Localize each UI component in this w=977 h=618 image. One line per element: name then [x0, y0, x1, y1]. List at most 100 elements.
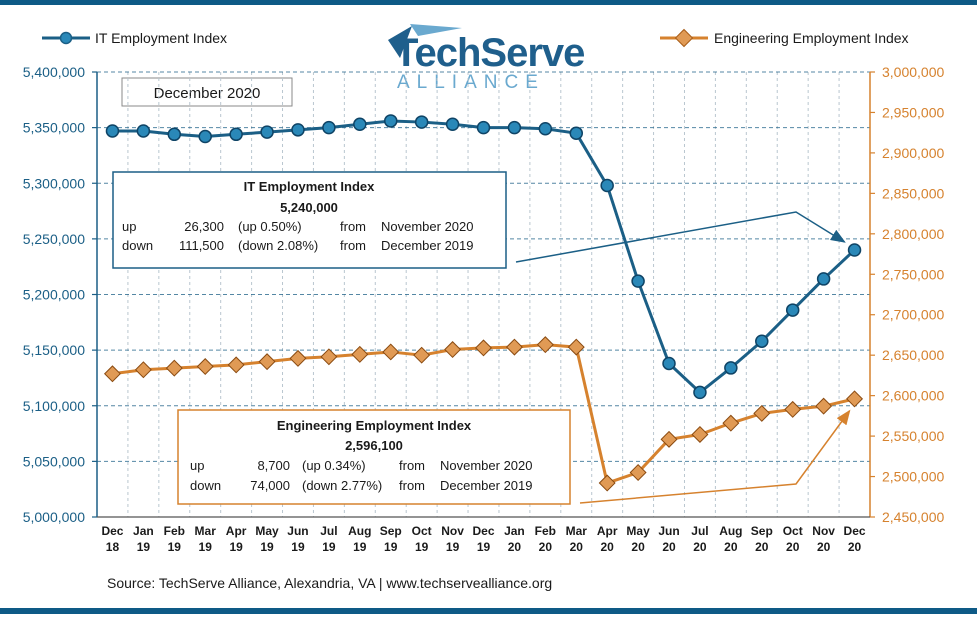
eng-row2-from: from: [399, 478, 425, 493]
it-point: [291, 123, 305, 137]
x-tick-year: 19: [199, 540, 213, 554]
it-point: [816, 272, 831, 286]
x-tick-month: Jan: [133, 524, 154, 538]
logo-brand-top: TechServe: [394, 31, 584, 75]
x-tick-year: 19: [415, 540, 429, 554]
it-row2-dir: down: [122, 238, 153, 253]
eng-point: [103, 365, 121, 383]
x-tick-month: Nov: [441, 524, 464, 538]
it-point: [569, 126, 584, 140]
x-tick-month: Jul: [320, 524, 337, 538]
x-tick-month: Feb: [535, 524, 556, 538]
eng-box-value: 2,596,100: [345, 438, 403, 453]
x-tick-year: 20: [631, 540, 645, 554]
eng-point: [505, 338, 523, 356]
y-left-tick-label: 5,050,000: [23, 453, 85, 469]
y-right-tick-label: 2,950,000: [882, 104, 944, 120]
x-tick-month: Jun: [287, 524, 308, 538]
it-row2-from: from: [340, 238, 366, 253]
x-tick-year: 20: [848, 540, 862, 554]
eng-point: [691, 425, 709, 443]
x-tick-year: 20: [693, 540, 707, 554]
eng-row2-ref: December 2019: [440, 478, 533, 493]
period-label-box: December 2020: [121, 77, 293, 107]
eng-row1-ref: November 2020: [440, 458, 533, 473]
x-tick-month: Nov: [812, 524, 835, 538]
eng-row1-amount: 8,700: [257, 458, 290, 473]
it-callout-arrow: [515, 211, 846, 263]
eng-point: [351, 345, 369, 363]
x-tick-month: Mar: [566, 524, 588, 538]
x-tick-month: Aug: [719, 524, 742, 538]
it-row1-from: from: [340, 219, 366, 234]
x-tick-month: Jan: [504, 524, 525, 538]
eng-callout-arrow: [579, 409, 851, 504]
y-left-tick-label: 5,150,000: [23, 342, 85, 358]
legend-eng-label: Engineering Employment Index: [714, 30, 909, 46]
y-left-tick-label: 5,000,000: [23, 509, 85, 525]
eng-point: [382, 343, 400, 361]
y-right-tick-label: 2,600,000: [882, 388, 944, 404]
eng-point: [784, 400, 802, 418]
legend-it-label: IT Employment Index: [95, 30, 227, 46]
x-tick-year: 20: [817, 540, 831, 554]
eng-point: [815, 397, 833, 415]
x-tick-month: Jul: [691, 524, 708, 538]
it-point: [507, 120, 522, 135]
axes: 5,000,000 5,050,000 5,100,000 5,150,000 5,20…: [23, 64, 945, 554]
y-right-tick-label: 2,750,000: [882, 266, 944, 282]
it-point: [322, 120, 336, 135]
it-point: [662, 356, 676, 371]
eng-point: [258, 353, 276, 371]
x-tick-year: 19: [477, 540, 491, 554]
x-tick-year: 20: [786, 540, 800, 554]
x-tick-year: 19: [260, 540, 274, 554]
it-point: [476, 120, 491, 135]
x-tick-year: 20: [601, 540, 615, 554]
x-tick-year: 20: [508, 540, 522, 554]
x-tick-month: Sep: [380, 524, 402, 538]
y-right-tick-label: 2,550,000: [882, 428, 944, 444]
x-tick-year: 19: [384, 540, 398, 554]
eng-row2-amount: 74,000: [250, 478, 290, 493]
y-right-tick-label: 2,650,000: [882, 347, 944, 363]
x-tick-year: 20: [724, 540, 738, 554]
it-point: [755, 334, 769, 348]
y-left-tick-label: 5,400,000: [23, 64, 85, 80]
x-tick-year: 20: [539, 540, 553, 554]
eng-callout-box: Engineering Employment Index 2,596,100 u…: [177, 409, 571, 505]
logo-brand-bottom: ALLIANCE: [397, 72, 545, 93]
eng-point: [320, 348, 338, 366]
y-left-tick-label: 5,350,000: [23, 120, 85, 136]
it-point: [353, 117, 367, 132]
it-row2-amount: 111,500: [179, 238, 224, 253]
x-tick-month: Oct: [412, 524, 432, 538]
callout-arrows: [515, 211, 851, 504]
eng-point: [722, 414, 740, 432]
eng-point: [536, 336, 554, 354]
eng-point: [598, 474, 616, 492]
eng-point: [846, 390, 864, 408]
it-point: [445, 117, 460, 132]
x-tick-month: Oct: [783, 524, 803, 538]
eng-point: [444, 341, 462, 359]
eng-row2-pct: (down 2.77%): [302, 478, 382, 493]
it-point: [847, 243, 862, 257]
x-tick-year: 19: [322, 540, 336, 554]
y-right-tick-label: 2,800,000: [882, 226, 944, 242]
x-tick-year: 18: [106, 540, 120, 554]
it-box-value: 5,240,000: [280, 200, 338, 215]
y-left-tick-label: 5,300,000: [23, 175, 85, 191]
bottom-border: [0, 608, 977, 614]
it-row2-ref: December 2019: [381, 238, 474, 253]
x-tick-year: 20: [755, 540, 769, 554]
techserve-logo: TechServe ALLIANCE: [388, 24, 585, 93]
eng-box-title: Engineering Employment Index: [277, 418, 472, 433]
it-point: [631, 274, 645, 288]
x-tick-year: 19: [446, 540, 460, 554]
x-tick-month: Feb: [164, 524, 185, 538]
series: [103, 114, 864, 492]
y-right-tick-label: 2,450,000: [882, 509, 944, 525]
eng-point: [660, 430, 678, 448]
